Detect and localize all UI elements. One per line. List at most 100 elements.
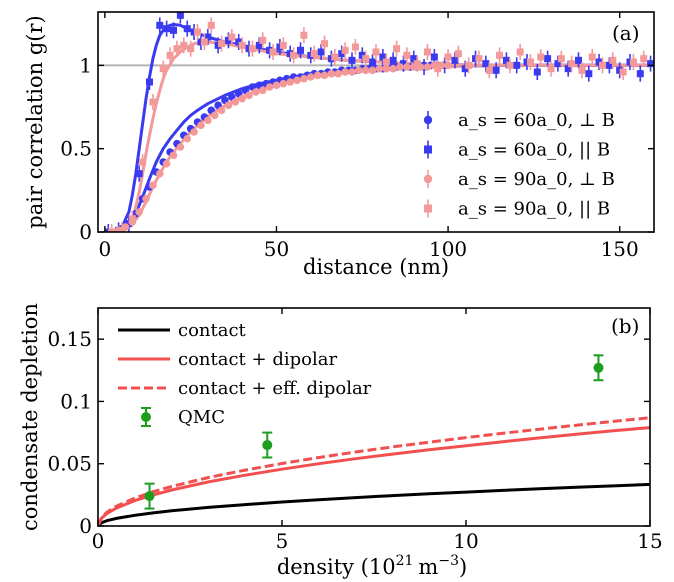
legend-marker-square (424, 204, 432, 213)
data-point-square (403, 51, 411, 59)
panel-a-xlabel: distance (nm) (303, 255, 449, 279)
panel-b-qmc-points (144, 354, 604, 510)
curve-2 (98, 426, 650, 526)
data-point-circle (272, 81, 281, 90)
data-point-square (585, 70, 593, 78)
data-point-square (578, 66, 586, 74)
data-point-square (310, 50, 318, 58)
data-point-circle (135, 208, 143, 216)
data-point-square (485, 66, 493, 74)
y-tick-label: 0 (79, 514, 92, 538)
data-point-square (125, 220, 133, 228)
data-point-circle (375, 64, 384, 73)
panel-a: 0 50 100 150 0 0.5 1 (a) distance (nm) pair co… (23, 11, 655, 279)
panel-a-ticks: 0 50 100 150 0 0.5 1 (60, 12, 654, 261)
data-point-square (204, 33, 212, 41)
data-point-circle (293, 76, 301, 85)
data-point-square (108, 228, 116, 232)
data-point-square (492, 66, 500, 74)
data-point-square (526, 58, 534, 66)
data-point-square (159, 65, 167, 73)
panel-b-xlabel-unit: m (418, 555, 438, 579)
data-point-circle (389, 64, 397, 73)
data-point-square (413, 60, 421, 68)
data-point-circle (204, 116, 212, 125)
data-point-square (430, 53, 438, 61)
y-tick-label: 1 (79, 53, 92, 77)
data-point-square (379, 53, 387, 61)
legend-label: contact + dipolar (178, 349, 337, 370)
legend-label: contact (178, 320, 247, 341)
data-point-square (362, 55, 370, 63)
data-point-circle (306, 73, 315, 81)
qmc-point (593, 362, 604, 373)
qmc-point (262, 440, 273, 451)
data-point-square (619, 68, 627, 76)
data-point-square (516, 48, 524, 56)
data-point-square (482, 60, 490, 68)
data-point-square (163, 25, 171, 33)
data-point-square (554, 60, 562, 68)
qmc-point (144, 491, 155, 502)
data-point-square (410, 55, 418, 63)
data-point-circle (423, 63, 432, 71)
data-point-circle (176, 143, 185, 151)
data-point-square (465, 61, 473, 69)
data-point-circle (300, 74, 308, 83)
data-point-square (475, 55, 483, 63)
data-point-circle (162, 159, 171, 168)
panel-b-xlabel: density (1021 m−3) (277, 553, 467, 579)
data-point-square (331, 53, 339, 61)
data-point-square (176, 12, 184, 19)
data-point-circle (238, 94, 246, 103)
data-point-square (605, 61, 613, 69)
data-point-square (496, 51, 504, 59)
data-point-square (369, 58, 377, 66)
data-point-circle (334, 69, 343, 78)
data-point-square (574, 56, 582, 64)
x-tick-label: 50 (264, 237, 289, 261)
x-tick-label: 5 (276, 529, 289, 553)
data-point-square (341, 46, 349, 54)
y-tick-label: 0.1 (60, 389, 92, 413)
data-point-square (502, 56, 510, 64)
data-point-square (238, 41, 246, 49)
panel-a-label: (a) (612, 21, 640, 45)
data-point-square (296, 46, 304, 54)
data-point-square (389, 56, 397, 64)
legend-label: a_s = 90a_0, ⊥ B (458, 169, 615, 190)
data-point-square (128, 215, 136, 223)
data-point-square (118, 226, 126, 232)
data-point-square (317, 48, 325, 56)
data-point-circle (155, 169, 164, 178)
data-point-circle (231, 98, 240, 106)
data-point-square (173, 45, 181, 53)
data-point-circle (190, 128, 198, 136)
data-point-circle (245, 91, 253, 100)
legend-label: a_s = 60a_0, ⊥ B (458, 110, 615, 131)
data-point-square (348, 56, 356, 64)
data-point-square (139, 158, 147, 166)
panel-b-xlabel-unit-sup: −3 (438, 553, 459, 569)
data-point-square (393, 45, 401, 53)
panel-b-legend: contact contact + dipolar contact + eff. d… (118, 320, 372, 428)
data-point-square (564, 65, 572, 73)
data-point-square (444, 53, 452, 61)
data-point-square (290, 51, 298, 59)
panel-a-legend: a_s = 60a_0, ⊥ B a_s = 60a_0, || B a_s = 9… (423, 110, 615, 220)
data-point-square (640, 55, 648, 63)
data-point-square (259, 36, 267, 44)
data-point-circle (252, 88, 260, 96)
legend-label: QMC (178, 407, 225, 428)
data-point-circle (396, 63, 404, 71)
data-point-circle (341, 68, 349, 76)
data-point-square (145, 78, 153, 86)
data-point-square (557, 55, 565, 63)
data-point-square (194, 28, 202, 36)
x-tick-label: 150 (601, 237, 639, 261)
data-point-circle (444, 61, 452, 70)
data-point-circle (224, 101, 233, 110)
data-point-circle (327, 69, 336, 78)
panel-b-frame (97, 307, 651, 527)
